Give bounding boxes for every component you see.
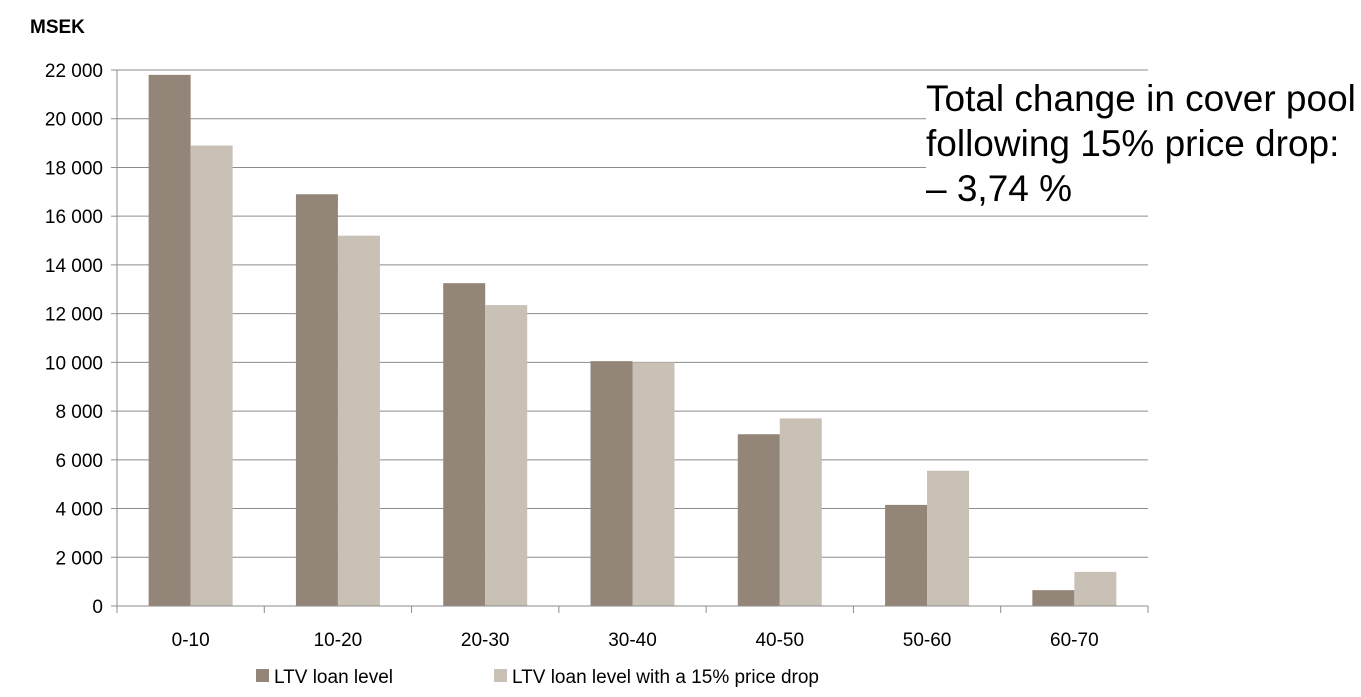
bar-ltv-loan-level-price-drop xyxy=(1074,571,1117,606)
x-tick-label: 40-50 xyxy=(755,630,804,651)
legend-label: LTV loan level with a 15% price drop xyxy=(512,667,819,688)
legend-label: LTV loan level xyxy=(274,667,393,688)
x-tick-label: 20-30 xyxy=(461,630,510,651)
y-tick-label: 12 000 xyxy=(45,305,103,326)
annotation-line-2: following 15% price drop: xyxy=(926,123,1340,164)
annotation-line-3: – 3,74 % xyxy=(926,168,1073,209)
x-tick-label: 60-70 xyxy=(1050,630,1099,651)
bar-ltv-loan-level xyxy=(590,361,633,606)
legend-swatch xyxy=(256,669,269,682)
bars xyxy=(148,74,1117,606)
bar-ltv-loan-level-price-drop xyxy=(927,470,970,606)
bar-ltv-loan-level xyxy=(443,283,486,606)
bar-ltv-loan-level xyxy=(295,194,338,606)
axes: 0 2 000 4 000 6 000 8 000 10 000 12 000 14 000 1… xyxy=(45,61,1149,651)
bar-ltv-loan-level xyxy=(885,504,928,606)
bar-ltv-loan-level-price-drop xyxy=(190,145,233,606)
y-tick-label: 20 000 xyxy=(45,110,103,131)
bar-ltv-loan-level-price-drop xyxy=(485,305,528,606)
y-tick-label: 6 000 xyxy=(55,451,103,472)
y-tick-label: 10 000 xyxy=(45,353,103,374)
y-tick-label: 8 000 xyxy=(55,402,103,423)
bar-ltv-loan-level xyxy=(737,434,780,606)
y-tick-label: 16 000 xyxy=(45,207,103,228)
legend-swatch xyxy=(494,669,507,682)
bar-ltv-loan-level-price-drop xyxy=(632,362,675,606)
y-tick-label: 0 xyxy=(92,597,103,618)
bar-ltv-loan-level xyxy=(1032,590,1075,606)
bar-ltv-loan-level-price-drop xyxy=(779,418,822,606)
x-tick-label: 50-60 xyxy=(903,630,952,651)
x-tick-label: 30-40 xyxy=(608,630,657,651)
y-tick-label: 22 000 xyxy=(45,61,103,82)
x-tick-label: 10-20 xyxy=(314,630,363,651)
annotation-line-1: Total change in cover pool xyxy=(926,78,1356,119)
y-tick-label: 4 000 xyxy=(55,500,103,521)
y-axis-unit-label: MSEK xyxy=(30,17,85,38)
y-tick-label: 14 000 xyxy=(45,256,103,277)
price-drop-annotation: Total change in cover pool following 15%… xyxy=(926,76,1356,211)
bar-ltv-loan-level xyxy=(148,74,191,606)
y-tick-label: 2 000 xyxy=(55,548,103,569)
legend: LTV loan level LTV loan level with a 15% … xyxy=(256,667,819,688)
bar-ltv-loan-level-price-drop xyxy=(337,235,380,606)
y-tick-label: 18 000 xyxy=(45,158,103,179)
x-tick-label: 0-10 xyxy=(172,630,210,651)
